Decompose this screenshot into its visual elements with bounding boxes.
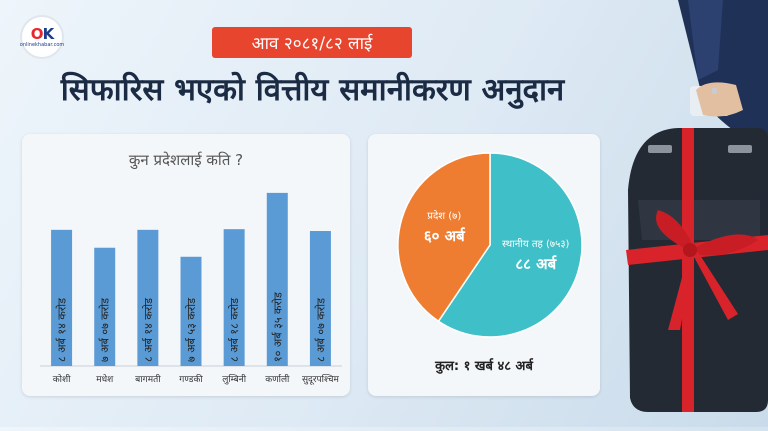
bar-category-label-4: गण्डकी: [179, 373, 203, 385]
pie-total-label: कुल: १ खर्ब ४८ अर्ब: [435, 359, 533, 374]
bar-1: [51, 229, 73, 366]
bar-category-label-3: बागमती: [135, 373, 161, 385]
bar-value-label-4: ७ अर्ब ५३ करोड: [185, 298, 198, 362]
pie-chart: स्थानीय तह (७५३) ८८ अर्ब प्रदेश (७) ६० अर्ब: [397, 152, 583, 338]
pie-slice-value-1: ८८ अर्ब: [515, 255, 557, 273]
fiscal-year-badge: आव २०८१/८२ लाई: [212, 27, 412, 58]
bar-category-label-5: लुम्बिनी: [222, 373, 246, 385]
bar-value-label-6: १० अर्ब ३५ करोड: [271, 292, 284, 362]
pie-slice-label-2: प्रदेश (७): [427, 210, 461, 222]
bar-category-label-7: सुदूरपश्चिम: [302, 373, 340, 385]
logo-mark: OK: [30, 24, 54, 43]
bar-chart-title: कुन प्रदेशलाई कति ?: [128, 151, 244, 169]
page-title: सिफारिस भएको वित्तीय समानीकरण अनुदान: [60, 72, 565, 108]
bar-value-label-1: ८ अर्ब १४ करोड: [56, 298, 69, 362]
logo-sub: onlinekhabar.com: [19, 41, 65, 48]
bar-2: [94, 247, 116, 366]
bar-category-label-6: कर्णाली: [265, 373, 290, 385]
bar-6: [266, 192, 288, 366]
briefcase-image: [626, 0, 768, 412]
bar-value-label-3: ८ अर्ब १४ करोड: [142, 298, 155, 362]
bar-5: [223, 229, 245, 366]
pie-slice-2: [397, 152, 491, 323]
pie-chart-panel: स्थानीय तह (७५३) ८८ अर्ब प्रदेश (७) ६० अर्ब…: [368, 134, 600, 396]
bar-4: [180, 256, 202, 366]
bar-category-label-2: मधेश: [96, 373, 114, 385]
pie-slice-value-2: ६० अर्ब: [424, 227, 466, 245]
bar-value-label-5: ८ अर्ब १८ करोड: [228, 298, 241, 362]
pie-slice-label-1: स्थानीय तह (७५३): [502, 238, 569, 250]
bar-category-label-1: कोशी: [53, 373, 71, 385]
bar-chart: ८ अर्ब १४ करोड कोशी ७ अर्ब ०७ करोड मधेश ८ अर…: [40, 192, 342, 385]
briefcase-illustration: [608, 0, 768, 427]
bar-3: [137, 229, 159, 366]
bar-7: [309, 231, 331, 366]
bar-value-label-7: ८ अर्ब ०७ करोड: [314, 298, 327, 362]
onlinekhabar-logo: OK onlinekhabar.com: [19, 17, 65, 57]
pie-slice-1: [437, 152, 583, 338]
bar-chart-panel: कुन प्रदेशलाई कति ? ८ अर्ब १४ करोड कोशी ७ …: [22, 134, 350, 396]
bar-value-label-2: ७ अर्ब ०७ करोड: [99, 298, 112, 362]
